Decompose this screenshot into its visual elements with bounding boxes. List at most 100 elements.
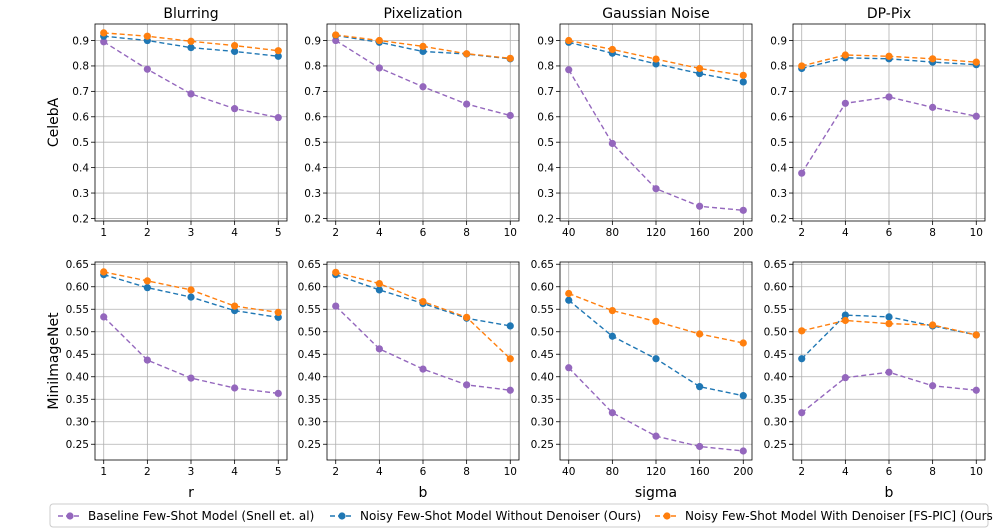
row-label: CelebA (46, 97, 62, 147)
y-tick-label: 0.7 (72, 86, 89, 98)
data-point (739, 392, 747, 400)
x-tick-label: 5 (275, 227, 282, 239)
x-tick-label: 3 (188, 466, 195, 478)
x-tick-label: 200 (733, 227, 753, 239)
x-tick-label: 2 (144, 466, 151, 478)
x-tick-label: 10 (504, 466, 517, 478)
data-point (565, 289, 573, 298)
y-tick-label: 0.6 (72, 112, 89, 124)
subplot-title: DP-Pix (867, 6, 911, 22)
data-point (972, 112, 980, 120)
x-tick-label: 6 (886, 227, 893, 239)
data-point (565, 36, 573, 45)
data-point (419, 42, 427, 50)
data-point (652, 317, 660, 325)
data-point (231, 47, 239, 56)
y-tick-label: 0.9 (304, 35, 321, 47)
y-tick-label: 0.9 (72, 35, 89, 47)
legend-entry: Noisy Few-Shot Model With Denoiser [FS-P… (655, 509, 993, 523)
y-tick-label: 0.2 (304, 213, 321, 225)
x-tick-label: 4 (376, 466, 383, 478)
y-tick-label: 0.2 (537, 213, 554, 225)
data-point (100, 38, 108, 46)
data-point (506, 355, 514, 363)
x-tick-label: 80 (606, 227, 619, 239)
y-tick-label: 0.30 (66, 417, 89, 429)
y-tick-label: 0.30 (298, 417, 321, 429)
y-tick-label: 0.3 (770, 188, 787, 200)
data-point (100, 268, 108, 276)
data-point (506, 322, 514, 330)
data-point (841, 374, 849, 382)
y-tick-label: 0.4 (770, 162, 787, 174)
data-point (696, 442, 704, 451)
data-point (798, 62, 806, 70)
subplot-5: 0.25 0.30 0.35 0.40 0.45 0.50 0.55 0.60 0.65 1 2 3 4… (66, 259, 288, 478)
data-point (332, 31, 340, 39)
data-point (885, 313, 893, 321)
data-point (143, 277, 151, 285)
data-point (652, 355, 660, 363)
x-tick-label: 8 (929, 227, 936, 239)
data-point (375, 345, 383, 353)
x-tick-label: 8 (463, 466, 470, 478)
row-label: MiniImageNet (46, 312, 62, 410)
data-point (231, 42, 239, 50)
x-axis-label: b (885, 485, 894, 501)
data-point (143, 356, 151, 364)
series-line-1 (335, 305, 511, 391)
data-point (608, 45, 616, 54)
legend-box (49, 503, 989, 528)
x-tick-label: 4 (842, 466, 849, 478)
y-tick-label: 0.65 (531, 259, 554, 271)
data-point (187, 90, 195, 98)
y-tick-label: 0.5 (304, 137, 321, 149)
y-tick-label: 0.8 (72, 61, 89, 73)
y-tick-label: 0.5 (72, 137, 89, 149)
data-point (100, 29, 108, 37)
y-tick-label: 0.5 (770, 137, 787, 149)
data-point (798, 409, 806, 417)
y-tick-label: 0.8 (537, 61, 554, 73)
data-point (972, 386, 980, 394)
plot-frame (94, 261, 288, 461)
data-point (375, 286, 383, 294)
y-tick-label: 0.6 (770, 112, 787, 124)
data-point (798, 355, 806, 363)
data-point (375, 280, 383, 288)
data-point (143, 65, 151, 73)
x-tick-label: 2 (798, 466, 805, 478)
data-point (798, 169, 806, 177)
y-tick-label: 0.65 (764, 259, 787, 271)
x-tick-label: 1 (100, 466, 107, 478)
data-point (332, 302, 340, 310)
legend-entry: Baseline Few-Shot Model (Snell et. al) (58, 509, 314, 523)
x-tick-label: 40 (562, 466, 575, 478)
plot-frame (559, 23, 753, 222)
x-tick-label: 10 (504, 227, 517, 239)
data-point (885, 368, 893, 376)
data-point (506, 111, 514, 120)
y-tick-label: 0.3 (537, 188, 554, 200)
data-point (929, 103, 937, 111)
x-tick-label: 10 (970, 227, 983, 239)
y-tick-label: 0.30 (531, 417, 554, 429)
x-tick-label: 40 (562, 227, 575, 239)
data-point (375, 64, 383, 72)
legend-entry: Noisy Few-Shot Model Without Denoiser (O… (330, 509, 641, 523)
data-point (739, 206, 747, 214)
data-point (972, 331, 980, 339)
data-point (565, 364, 573, 372)
subplot-1: 0.2 0.3 0.4 0.5 0.6 0.7 0.8 0.9 1 2 3 4 5 Blurring (72, 6, 288, 239)
subplot-2: 0.2 0.3 0.4 0.5 0.6 0.7 0.8 0.9 2 4 6 8 10 Pixelizati… (304, 6, 520, 239)
data-point (332, 36, 340, 45)
data-point (274, 389, 282, 397)
data-point (187, 374, 195, 382)
data-point (463, 313, 471, 321)
subplot-7: 0.25 0.30 0.35 0.40 0.45 0.50 0.55 0.60 0.65 40 80… (531, 259, 754, 478)
y-tick-label: 0.6 (537, 112, 554, 124)
y-tick-label: 0.35 (531, 394, 554, 406)
subplot-4: 0.2 0.3 0.4 0.5 0.6 0.7 0.8 0.9 2 4 6 8 10 DP-Pix (770, 6, 986, 239)
data-point (739, 78, 747, 86)
